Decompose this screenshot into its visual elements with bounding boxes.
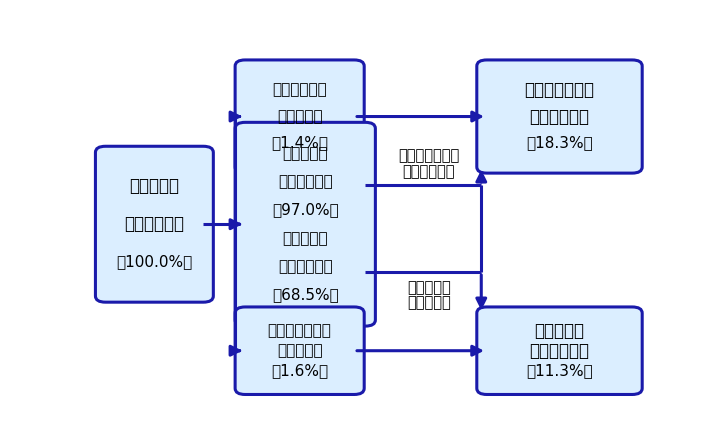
Text: （1.6%）: （1.6%）: [271, 363, 328, 378]
Text: （68.5%）: （68.5%）: [272, 287, 339, 302]
Text: １０．０万ｔ: １０．０万ｔ: [529, 342, 590, 360]
Text: １６．２万ｔ: １６．２万ｔ: [529, 107, 590, 126]
Text: ８８．６万ｔ: ８８．６万ｔ: [125, 215, 185, 233]
Text: ８５．９万ｔ: ８５．９万ｔ: [278, 174, 332, 190]
Text: （11.3%）: （11.3%）: [526, 363, 593, 378]
Text: 最終処分量: 最終処分量: [534, 322, 585, 340]
FancyBboxPatch shape: [235, 123, 376, 326]
Text: うち焼却量: うち焼却量: [283, 231, 328, 246]
Text: １．２万ｔ: １．２万ｔ: [277, 109, 322, 124]
Text: １５．０万ｔ: １５．０万ｔ: [402, 164, 455, 179]
Text: （97.0%）: （97.0%）: [272, 202, 339, 218]
Text: （18.3%）: （18.3%）: [526, 135, 593, 151]
Text: 処理残さ量: 処理残さ量: [407, 280, 451, 295]
Text: ６０．７万ｔ: ６０．７万ｔ: [278, 259, 332, 274]
Text: 処　理　量: 処 理 量: [129, 178, 180, 195]
FancyBboxPatch shape: [235, 307, 364, 394]
Text: 直接最終処分量: 直接最終処分量: [267, 323, 332, 338]
FancyBboxPatch shape: [477, 307, 642, 394]
FancyBboxPatch shape: [95, 146, 213, 302]
FancyBboxPatch shape: [235, 60, 364, 173]
Text: 中間処理量: 中間処理量: [283, 147, 328, 161]
Text: 資　源　化　量: 資 源 化 量: [524, 81, 595, 99]
FancyBboxPatch shape: [477, 60, 642, 173]
Text: １．４万ｔ: １．４万ｔ: [277, 343, 322, 358]
Text: 処理後資源化量: 処理後資源化量: [398, 148, 459, 163]
Text: 直接資源化量: 直接資源化量: [273, 83, 327, 98]
Text: ８．６万ｔ: ８．６万ｔ: [407, 295, 451, 310]
Text: （1.4%）: （1.4%）: [271, 135, 328, 151]
Text: （100.0%）: （100.0%）: [116, 254, 193, 270]
